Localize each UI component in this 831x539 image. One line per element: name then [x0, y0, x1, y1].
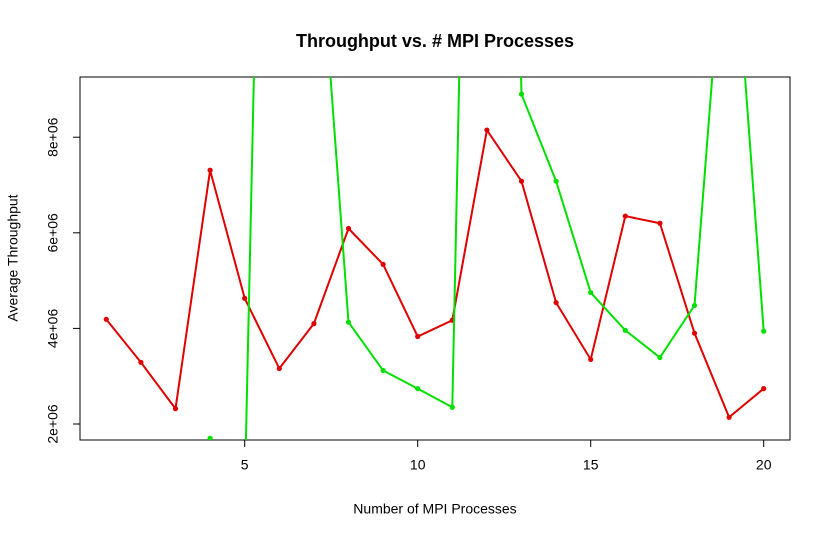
data-point — [380, 261, 386, 267]
series-line — [209, 77, 765, 440]
data-point — [761, 386, 767, 392]
data-point — [622, 327, 628, 333]
data-point — [103, 316, 109, 322]
y-tick-label: 2e+06 — [45, 404, 61, 444]
data-point — [345, 319, 352, 325]
data-point — [622, 213, 628, 219]
data-point — [449, 404, 455, 410]
data-point — [761, 328, 767, 334]
data-point — [553, 178, 559, 184]
x-tick-label: 15 — [583, 457, 599, 473]
data-point — [345, 225, 352, 232]
x-tick-label: 10 — [410, 457, 426, 473]
data-point — [726, 414, 732, 420]
data-point — [518, 178, 525, 184]
data-point — [276, 365, 282, 372]
data-point — [553, 299, 559, 306]
data-point — [588, 356, 594, 363]
data-point — [691, 330, 698, 336]
data-point — [242, 493, 247, 498]
data-point — [380, 367, 386, 374]
data-point — [518, 91, 525, 97]
data-point — [172, 406, 179, 412]
data-point — [242, 295, 248, 301]
data-point — [415, 386, 421, 392]
series-line — [105, 127, 765, 419]
data-point — [691, 302, 698, 309]
y-tick-label: 4e+06 — [45, 309, 61, 349]
x-axis-label: Number of MPI Processes — [353, 501, 516, 517]
y-tick-label: 8e+06 — [45, 117, 61, 157]
y-axis-label: Average Throughput — [5, 194, 21, 321]
data-point — [484, 127, 490, 133]
data-point — [415, 333, 421, 340]
plot-area — [103, 77, 767, 498]
data-point — [138, 359, 144, 365]
data-point — [657, 220, 663, 226]
plot-frame — [79, 76, 791, 441]
data-point — [657, 354, 663, 361]
chart-title: Throughput vs. # MPI Processes — [296, 31, 574, 51]
x-tick-label: 5 — [241, 457, 249, 473]
x-tick-label: 20 — [756, 457, 772, 473]
data-point — [311, 321, 317, 327]
data-point — [207, 435, 213, 440]
y-tick-label: 6e+06 — [45, 213, 61, 253]
data-point — [588, 289, 594, 296]
data-point — [207, 167, 213, 173]
